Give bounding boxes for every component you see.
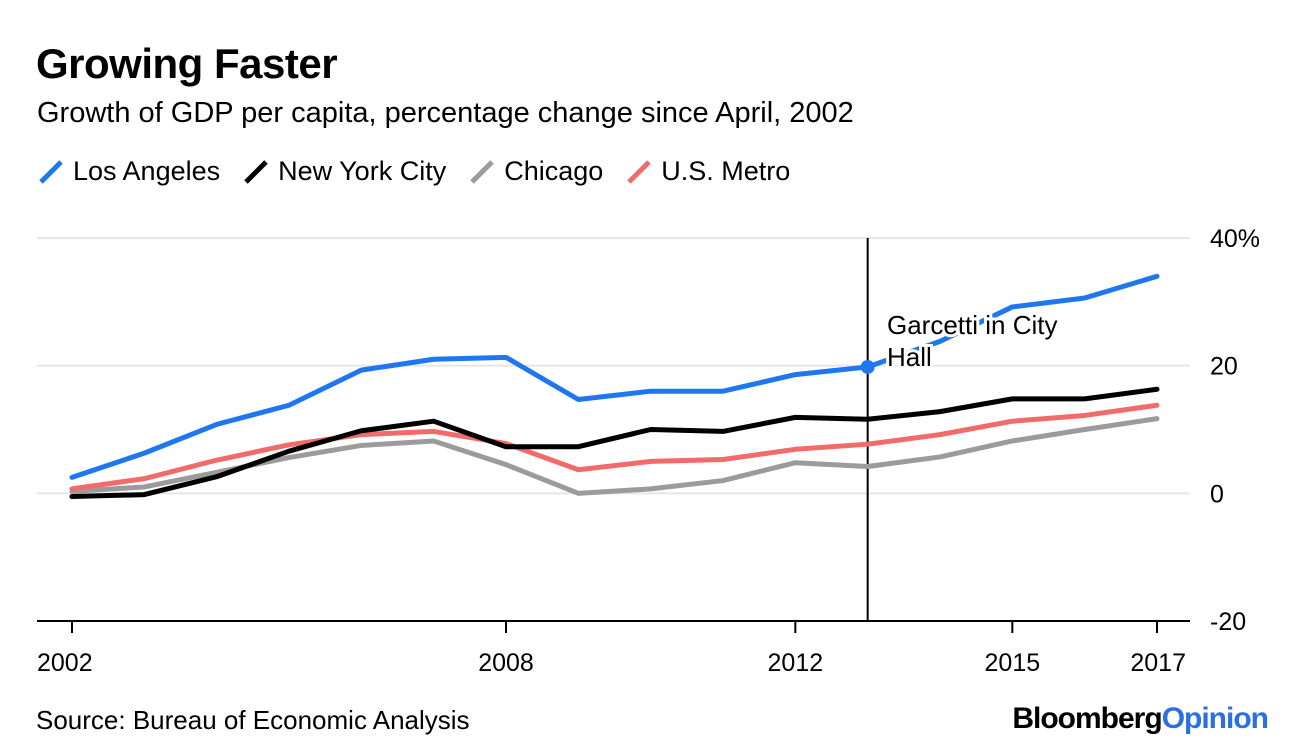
chart-subtitle: Growth of GDP per capita, percentage cha… <box>37 97 854 129</box>
y-tick-label-3: 40% <box>1210 225 1260 253</box>
x-tick-label-0: 2002 <box>37 649 93 677</box>
brand-logo: BloombergOpinion <box>1012 702 1269 736</box>
y-tick-label-1: 0 <box>1210 480 1224 508</box>
annotation-label-line2: Hall <box>887 342 932 372</box>
x-tick-label-1: 2008 <box>478 649 534 677</box>
x-tick-label-3: 2015 <box>985 649 1041 677</box>
annotation-label-line1: Garcetti in City <box>887 310 1058 340</box>
legend-item-new-york-city: New York City <box>242 156 446 187</box>
legend-label-chicago: Chicago <box>504 156 604 186</box>
legend-label-los-angeles: Los Angeles <box>73 156 221 186</box>
legend-item-chicago: Chicago <box>468 156 603 187</box>
brand-logo-main: Bloomberg <box>1012 702 1162 735</box>
legend-label-new-york-city: New York City <box>278 156 447 186</box>
legend-swatch-new-york-city <box>244 159 268 184</box>
brand-logo-sub: Opinion <box>1161 702 1269 735</box>
series-line-new-york-city <box>69 386 1160 500</box>
annotation-marker <box>860 359 875 374</box>
legend-swatch-us-metro <box>627 159 652 184</box>
y-tick-label-0: -20 <box>1210 608 1246 636</box>
legend-swatch-chicago <box>470 159 494 184</box>
legend-item-los-angeles: Los Angeles <box>37 156 220 187</box>
series-line-u-s-metro <box>69 402 1160 492</box>
source-note: Source: Bureau of Economic Analysis <box>36 705 470 735</box>
x-tick-label-2: 2012 <box>768 649 824 677</box>
chart-title: Growing Faster <box>36 40 338 87</box>
x-tick-label-4: 2017 <box>1130 649 1186 677</box>
legend-swatch-los-angeles <box>39 159 63 184</box>
series-line-los-angeles <box>69 273 1160 480</box>
legend-label-us-metro: U.S. Metro <box>661 156 791 186</box>
legend: Los Angeles New York City Chicago U.S. M… <box>37 156 812 187</box>
y-tick-label-2: 20 <box>1210 353 1238 381</box>
legend-item-us-metro: U.S. Metro <box>625 156 790 187</box>
